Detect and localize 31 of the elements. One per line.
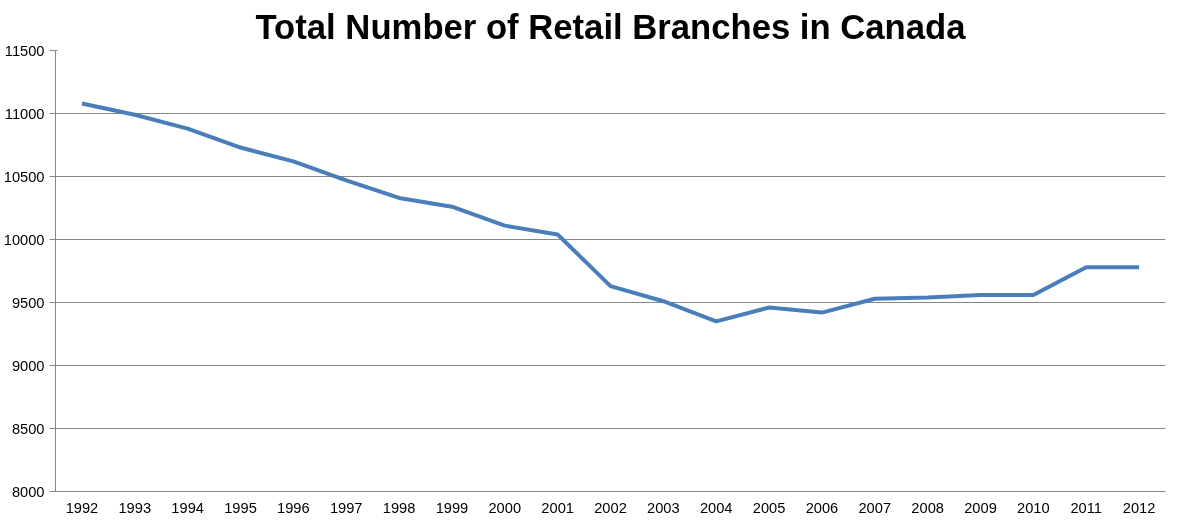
y-tick-label: 9000	[11, 357, 45, 374]
x-tick-label: 2004	[699, 499, 733, 516]
x-tick-label: 2002	[594, 499, 627, 516]
x-tick-label: 2010	[1017, 499, 1050, 516]
y-tick-label: 10000	[3, 231, 45, 248]
x-tick-label: 1997	[329, 499, 363, 516]
x-tick-label: 2012	[1122, 499, 1156, 516]
chart-title: Total Number of Retail Branches in Canada	[255, 7, 967, 46]
x-tick-label: 1992	[65, 499, 99, 516]
y-tick-label: 8000	[11, 483, 45, 500]
x-tick-label: 1999	[435, 499, 469, 516]
x-tick-label: 2007	[858, 499, 892, 516]
x-tick-label: 2000	[488, 499, 522, 516]
y-tick-label: 9500	[11, 294, 45, 311]
x-tick-label: 2011	[1070, 499, 1102, 516]
x-tick-label: 2008	[911, 499, 944, 516]
x-tick-label: 2006	[805, 499, 839, 516]
y-tick-label: 8500	[11, 420, 45, 437]
x-tick-label: 1993	[118, 499, 152, 516]
x-tick-label: 1995	[224, 499, 257, 516]
y-tick-label: 11000	[4, 105, 45, 122]
x-tick-label: 2009	[964, 499, 997, 516]
y-tick-label: 11500	[4, 42, 45, 59]
x-tick-label: 1996	[277, 499, 310, 516]
y-tick-label: 10500	[3, 168, 45, 185]
x-tick-label: 2005	[752, 499, 786, 516]
x-tick-label: 2003	[647, 499, 680, 516]
x-tick-label: 1998	[382, 499, 416, 516]
line-series	[79, 101, 1142, 324]
x-tick-label: 1994	[171, 499, 204, 516]
x-tick-label: 2001	[541, 499, 574, 516]
